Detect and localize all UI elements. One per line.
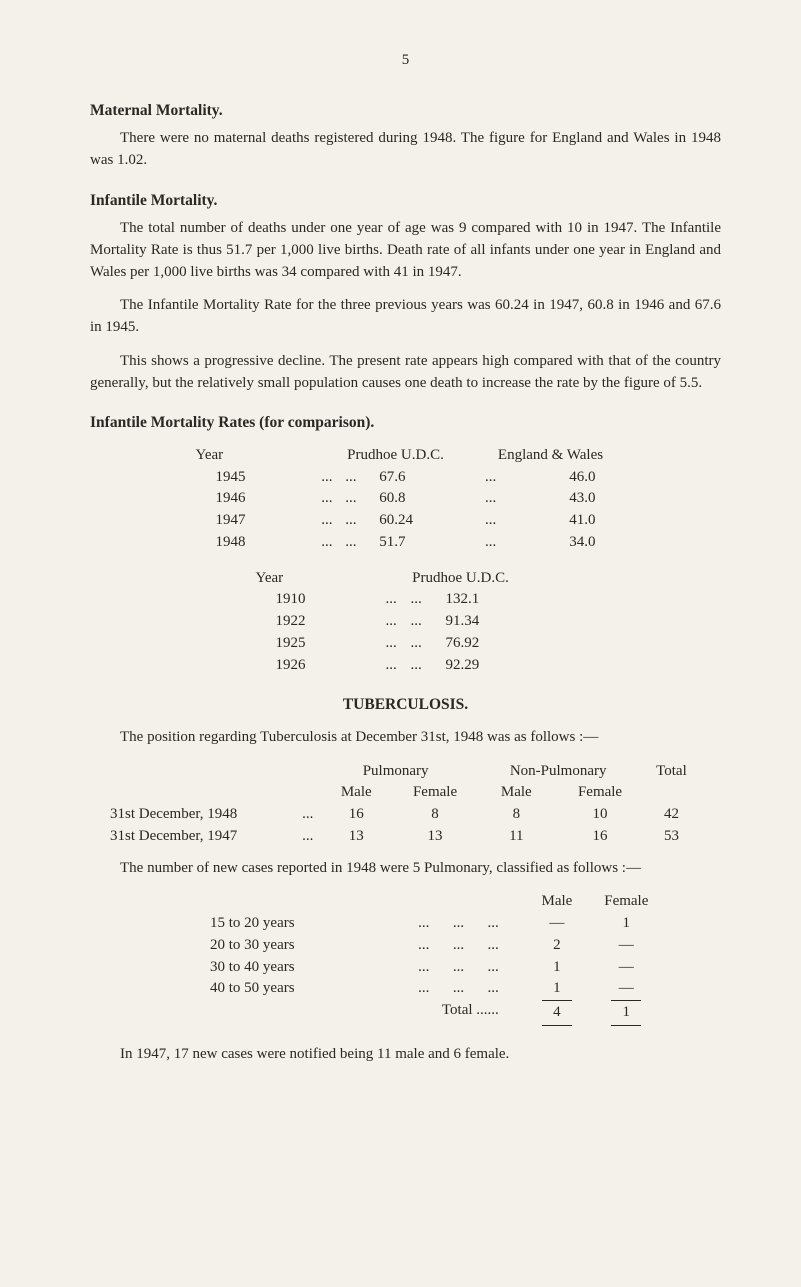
tb-col-pulmonary: Pulmonary <box>317 761 475 783</box>
age-row: 15 to 20 years ... ... ... — 1 <box>210 913 661 935</box>
age-row: 30 to 40 years ... ... ... 1 — <box>210 957 661 979</box>
tb-row: 31st December, 1947 ... 13 13 11 16 53 <box>110 826 701 848</box>
tb-heading: TUBERCULOSIS. <box>90 694 721 716</box>
rates-col-prudhoe: Prudhoe U.D.C. <box>306 445 486 467</box>
rates-row: 1947 ... ... 60.24 ... 41.0 <box>196 510 616 532</box>
rates-col-england: England & Wales <box>486 445 616 467</box>
total-label: Total ... <box>210 1000 488 1026</box>
rates-col-year: Year <box>196 445 306 467</box>
rates-table: Year Prudhoe U.D.C. England & Wales 1945… <box>196 445 616 554</box>
tb-closing: In 1947, 17 new cases were notified bein… <box>90 1044 721 1066</box>
infantile-para3: This shows a progressive decline. The pr… <box>90 351 721 395</box>
prudhoe-only-table: Year Prudhoe U.D.C. 1910 ... ... 132.1 1… <box>256 568 556 677</box>
age-row: 20 to 30 years ... ... ... 2 — <box>210 935 661 957</box>
maternal-para: There were no maternal deaths registered… <box>90 128 721 172</box>
prud-col-year: Year <box>256 568 366 590</box>
infantile-heading: Infantile Mortality. <box>90 190 721 212</box>
tb-col-male: Male <box>474 782 558 804</box>
rates-heading: Infantile Mortality Rates (for compariso… <box>90 412 721 434</box>
rates-row: 1945 ... ... 67.6 ... 46.0 <box>196 467 616 489</box>
prud-row: 1925 ... ... 76.92 <box>256 633 556 655</box>
total-female: 1 <box>611 1000 641 1026</box>
tb-row: 31st December, 1948 ... 16 8 8 10 42 <box>110 804 701 826</box>
prud-col-prud: Prudhoe U.D.C. <box>366 568 556 590</box>
age-row: 40 to 50 years ... ... ... 1 — <box>210 978 661 1000</box>
prud-row: 1922 ... ... 91.34 <box>256 611 556 633</box>
tb-intro: The position regarding Tuberculosis at D… <box>90 727 721 749</box>
page-number: 5 <box>90 50 721 72</box>
age-total-row: Total ... ... 4 1 <box>210 1000 661 1026</box>
age-col-female: Female <box>592 891 661 913</box>
rates-row: 1948 ... ... 51.7 ... 34.0 <box>196 532 616 554</box>
tb-age-table: Male Female 15 to 20 years ... ... ... —… <box>210 891 661 1026</box>
tb-col-total: Total <box>642 761 701 783</box>
tb-summary-table: Pulmonary Non-Pulmonary Total Male Femal… <box>110 761 701 848</box>
prud-row: 1926 ... ... 92.29 <box>256 655 556 677</box>
tb-col-nonpulmonary: Non-Pulmonary <box>474 761 641 783</box>
tb-col-female: Female <box>396 782 475 804</box>
tb-classified-para: The number of new cases reported in 1948… <box>90 858 721 880</box>
tb-col-male: Male <box>317 782 396 804</box>
infantile-para1: The total number of deaths under one yea… <box>90 218 721 283</box>
infantile-para2: The Infantile Mortality Rate for the thr… <box>90 295 721 339</box>
tb-col-female: Female <box>558 782 642 804</box>
prud-row: 1910 ... ... 132.1 <box>256 589 556 611</box>
maternal-heading: Maternal Mortality. <box>90 100 721 122</box>
rates-row: 1946 ... ... 60.8 ... 43.0 <box>196 488 616 510</box>
age-col-male: Male <box>522 891 591 913</box>
total-male: 4 <box>542 1000 572 1026</box>
